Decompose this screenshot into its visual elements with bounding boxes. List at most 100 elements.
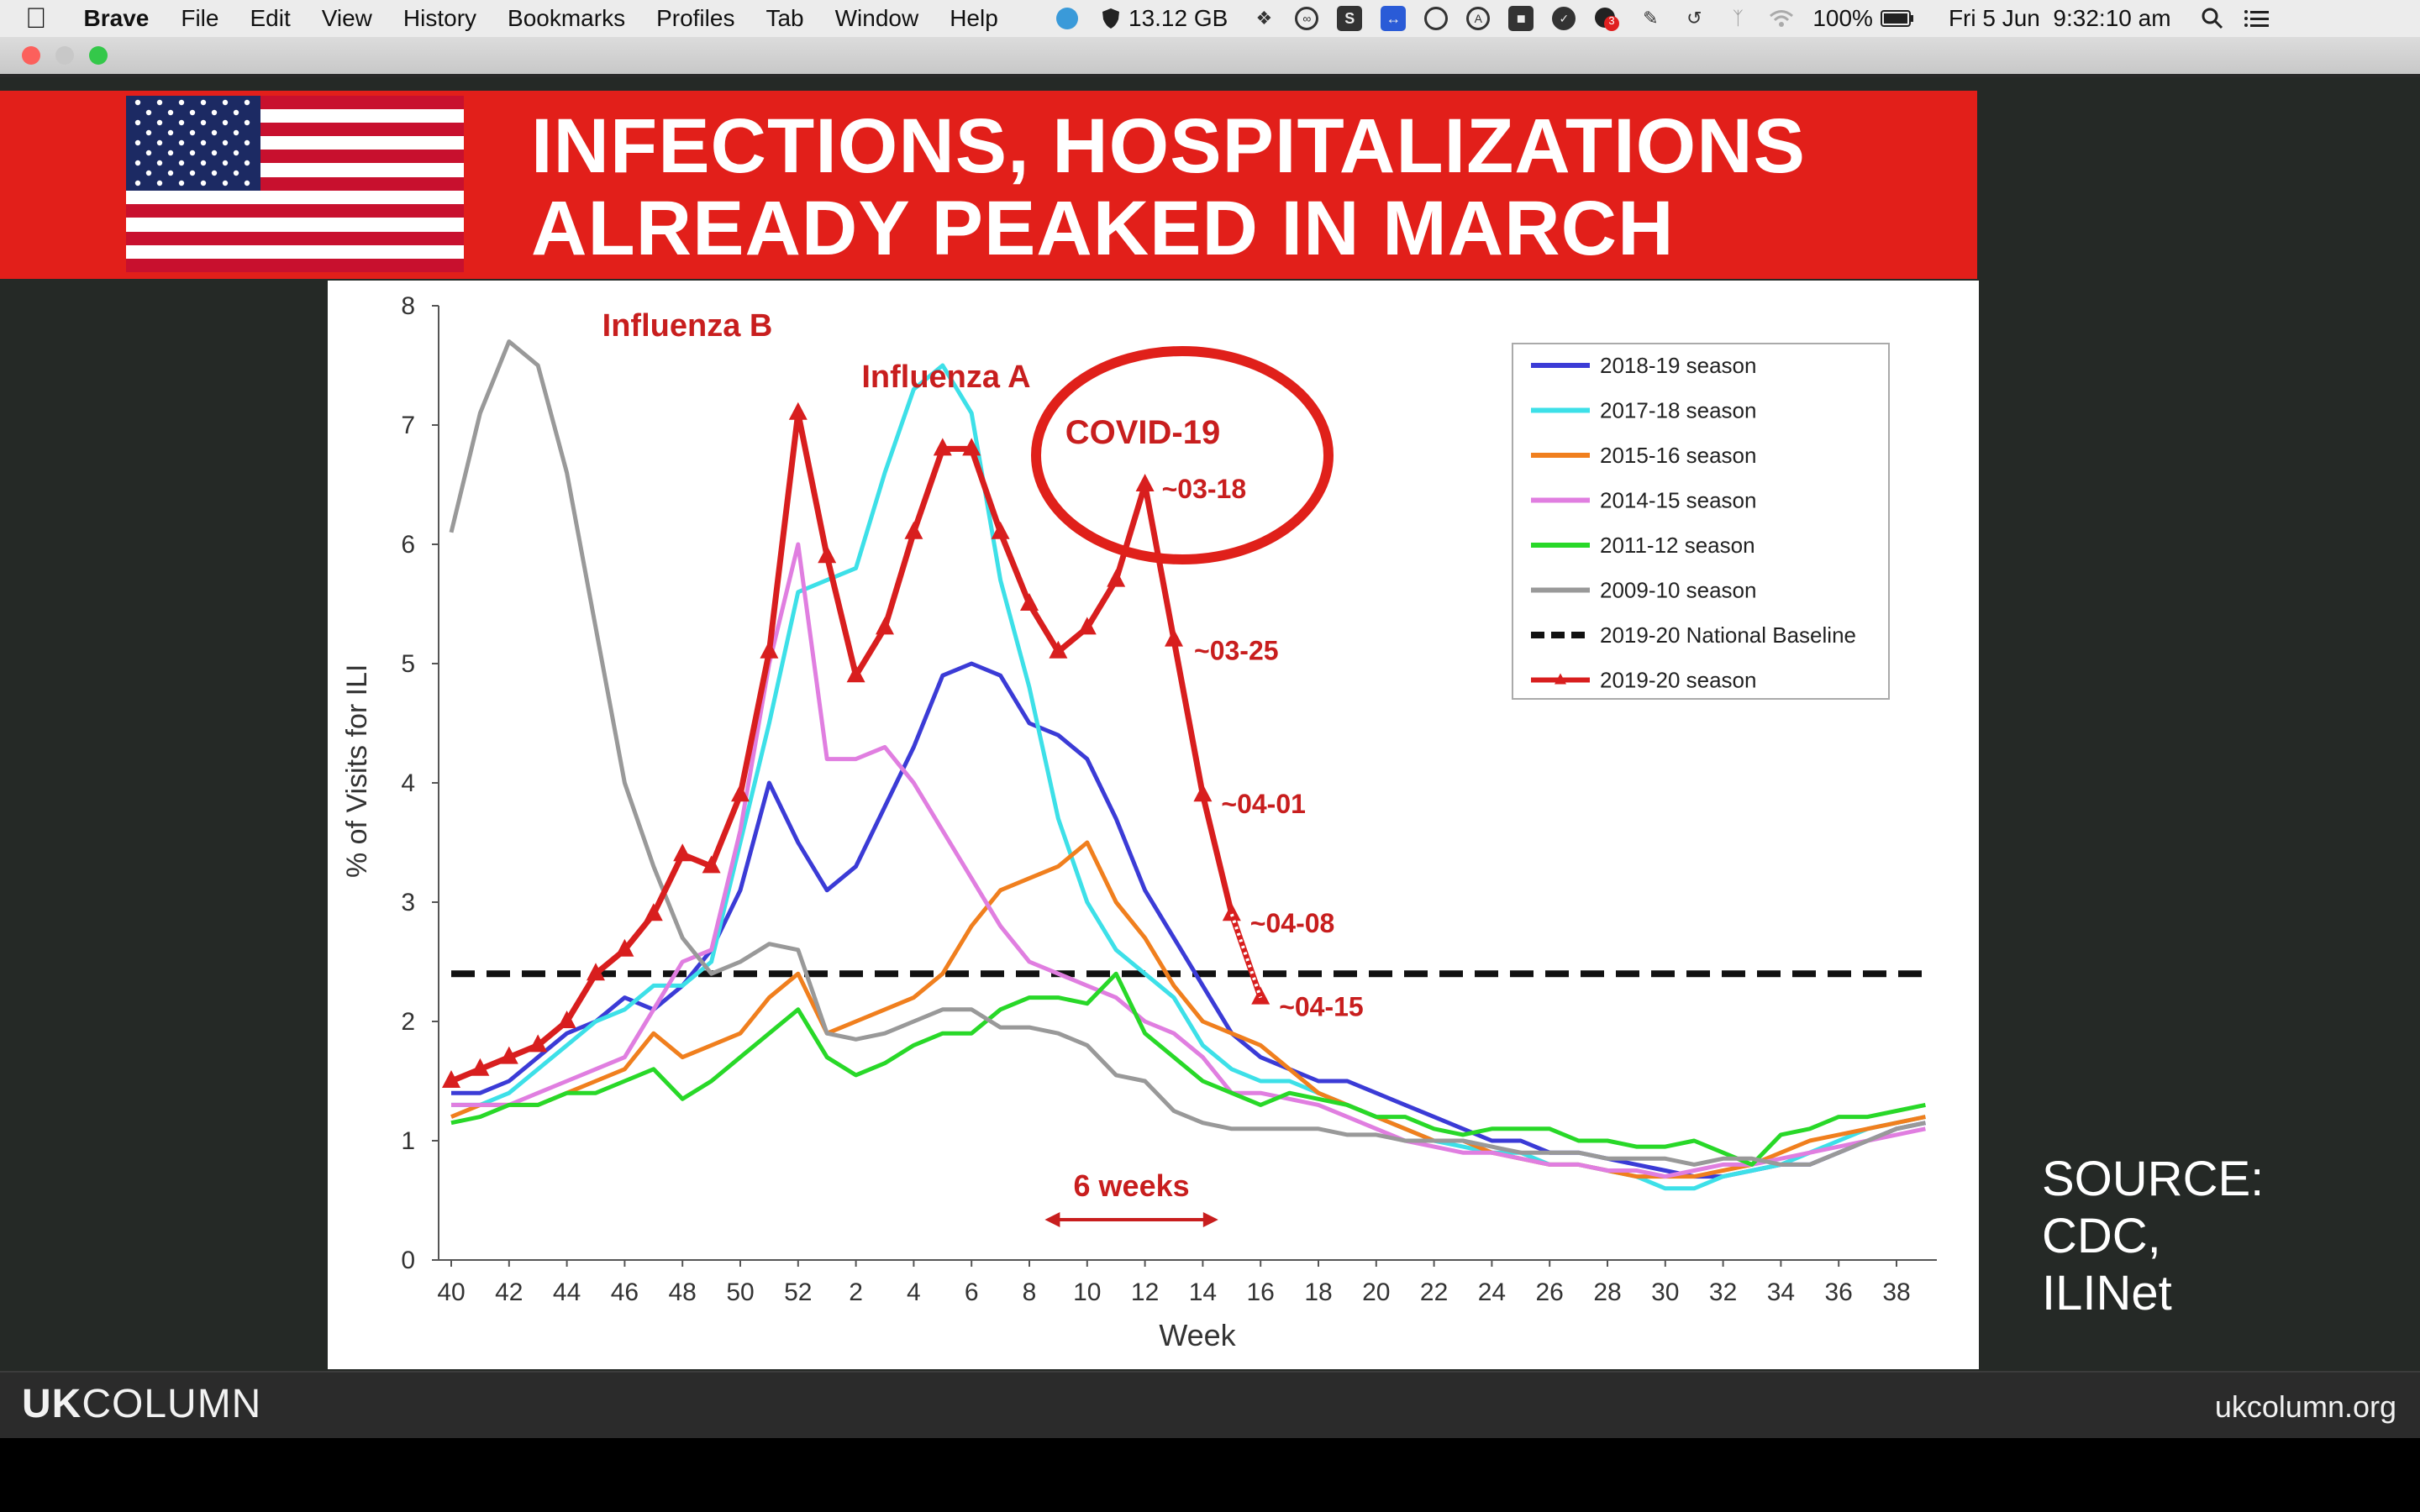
flag-star bbox=[211, 150, 218, 156]
y-tick-label: 2 bbox=[401, 1008, 415, 1036]
menubar-clock[interactable]: Fri 5 Jun 9:32:10 am bbox=[1948, 5, 2171, 31]
series-marker-2019-20 bbox=[1107, 569, 1126, 587]
x-tick-label: 20 bbox=[1362, 1278, 1390, 1306]
menu-help[interactable]: Help bbox=[928, 5, 998, 31]
series-marker-2019-20 bbox=[818, 545, 837, 564]
legend-entry: 2017-18 season bbox=[1600, 398, 1756, 423]
flag-star bbox=[222, 160, 229, 166]
spotlight-icon[interactable] bbox=[2200, 6, 2225, 31]
flag-star bbox=[244, 180, 250, 186]
flag-star bbox=[178, 160, 185, 166]
headline-line-2: ALREADY PEAKED IN MARCH bbox=[531, 186, 1675, 271]
menu-window[interactable]: Window bbox=[813, 5, 919, 31]
camera-app-icon[interactable]: ■ bbox=[1508, 6, 1534, 31]
influenza-a-label: Influenza A bbox=[861, 360, 1030, 395]
flag-star bbox=[244, 99, 250, 106]
flag-star bbox=[156, 139, 163, 146]
series-marker-2019-20 bbox=[1193, 784, 1213, 802]
flag-star bbox=[145, 170, 152, 176]
legend-box bbox=[1512, 343, 1890, 700]
flag-star bbox=[211, 129, 218, 136]
close-window-button[interactable] bbox=[22, 46, 40, 65]
legend-entry: 2009-10 season bbox=[1600, 578, 1756, 603]
flag-star bbox=[222, 180, 229, 186]
series-line-2009-10-season bbox=[449, 339, 1926, 1167]
menu-file[interactable]: File bbox=[159, 5, 218, 31]
flag-star bbox=[156, 99, 163, 106]
source-line-1: SOURCE: bbox=[2042, 1152, 2265, 1206]
y-tick-label: 0 bbox=[401, 1247, 415, 1274]
status-area: 13.12 GB ❖ ∞ S ↔ A ■ ✓ 3 ✎ ↺ ᛉ 100% Fri … bbox=[1055, 0, 2287, 37]
time-machine-icon[interactable]: ↺ bbox=[1686, 8, 1702, 29]
date-label: ~04-15 bbox=[1279, 992, 1364, 1022]
series-marker-2019-20 bbox=[557, 1011, 576, 1028]
globe-icon[interactable] bbox=[1055, 6, 1080, 31]
flag-star bbox=[200, 139, 207, 146]
series-marker-2019-20 bbox=[904, 521, 923, 539]
x-tick-label: 42 bbox=[495, 1278, 523, 1306]
flag-star bbox=[134, 119, 141, 126]
menu-profiles[interactable]: Profiles bbox=[634, 5, 734, 31]
flag-star bbox=[244, 160, 250, 166]
flag-star bbox=[178, 99, 185, 106]
x-tick-label: 32 bbox=[1709, 1278, 1737, 1306]
series-marker-2019-20 bbox=[1049, 640, 1068, 659]
menu-tab[interactable]: Tab bbox=[744, 5, 803, 31]
series-marker-2019-20 bbox=[1222, 903, 1241, 921]
y-tick-label: 8 bbox=[401, 292, 415, 320]
s-app-icon[interactable]: S bbox=[1337, 6, 1363, 31]
flag-star bbox=[200, 180, 207, 186]
circle-app-icon[interactable] bbox=[1424, 7, 1449, 30]
flag-star bbox=[167, 109, 174, 116]
covid-label: COVID-19 bbox=[1065, 414, 1221, 451]
app-menu-brave[interactable]: Brave bbox=[62, 5, 150, 31]
memory-readout[interactable]: 13.12 GB bbox=[1128, 5, 1228, 31]
x-tick-label: 34 bbox=[1767, 1278, 1795, 1306]
menu-view[interactable]: View bbox=[300, 5, 372, 31]
headline-line-1: INFECTIONS, HOSPITALIZATIONS bbox=[531, 103, 1807, 189]
series-marker-2019-20 bbox=[673, 843, 692, 862]
minimize-window-button[interactable] bbox=[55, 46, 74, 65]
flag-star bbox=[200, 160, 207, 166]
series-marker-2019-20 bbox=[615, 938, 634, 957]
x-tick-label: 22 bbox=[1420, 1278, 1448, 1306]
dropbox-icon[interactable]: ❖ bbox=[1255, 8, 1273, 29]
legend-entry: 2014-15 season bbox=[1600, 488, 1756, 513]
x-tick-label: 6 bbox=[965, 1278, 979, 1306]
series-marker-2019-20 bbox=[1020, 593, 1039, 611]
menu-edit[interactable]: Edit bbox=[228, 5, 290, 31]
flag-star bbox=[156, 180, 163, 186]
battery-icon[interactable] bbox=[1880, 6, 1915, 31]
notification-app-icon[interactable]: 3 bbox=[1594, 6, 1620, 31]
wifi-icon[interactable] bbox=[1769, 6, 1794, 31]
menu-bookmarks[interactable]: Bookmarks bbox=[486, 5, 625, 31]
legend-entry: 2019-20 National Baseline bbox=[1600, 622, 1856, 648]
letterbox-bar bbox=[0, 1438, 2420, 1512]
series-marker-2019-20 bbox=[1077, 617, 1097, 635]
check-app-icon[interactable]: ✓ bbox=[1552, 7, 1576, 30]
shield-icon[interactable] bbox=[1098, 6, 1123, 31]
x-tick-label: 36 bbox=[1825, 1278, 1853, 1306]
apple-menu-icon[interactable]:  bbox=[25, 3, 47, 35]
source-note: SOURCE: CDC, ILINet bbox=[2042, 1151, 2264, 1322]
teamviewer-icon[interactable]: ↔ bbox=[1381, 6, 1407, 31]
zoom-window-button[interactable] bbox=[89, 46, 108, 65]
flag-star bbox=[156, 119, 163, 126]
ukcolumn-logo: UKCOLUMN bbox=[22, 1381, 261, 1427]
series-marker-2019-20 bbox=[644, 903, 663, 921]
a-app-icon[interactable]: A bbox=[1466, 7, 1491, 30]
bluetooth-icon[interactable]: ᛉ bbox=[1732, 8, 1744, 29]
battery-percent[interactable]: 100% bbox=[1812, 5, 1873, 31]
notification-center-icon[interactable] bbox=[2244, 6, 2269, 31]
creative-cloud-icon[interactable]: ∞ bbox=[1295, 7, 1319, 30]
x-tick-label: 24 bbox=[1478, 1278, 1506, 1306]
flag-star bbox=[189, 150, 196, 156]
series-marker-2019-20 bbox=[962, 438, 981, 456]
y-tick-label: 7 bbox=[401, 412, 415, 439]
x-tick-label: 48 bbox=[669, 1278, 697, 1306]
six-weeks-arrow-left bbox=[1044, 1212, 1060, 1227]
legend-entry: 2019-20 season bbox=[1600, 668, 1756, 693]
pen-app-icon[interactable]: ✎ bbox=[1643, 8, 1659, 29]
y-axis-label: % of Visits for ILI bbox=[341, 664, 373, 878]
menu-history[interactable]: History bbox=[381, 5, 476, 31]
